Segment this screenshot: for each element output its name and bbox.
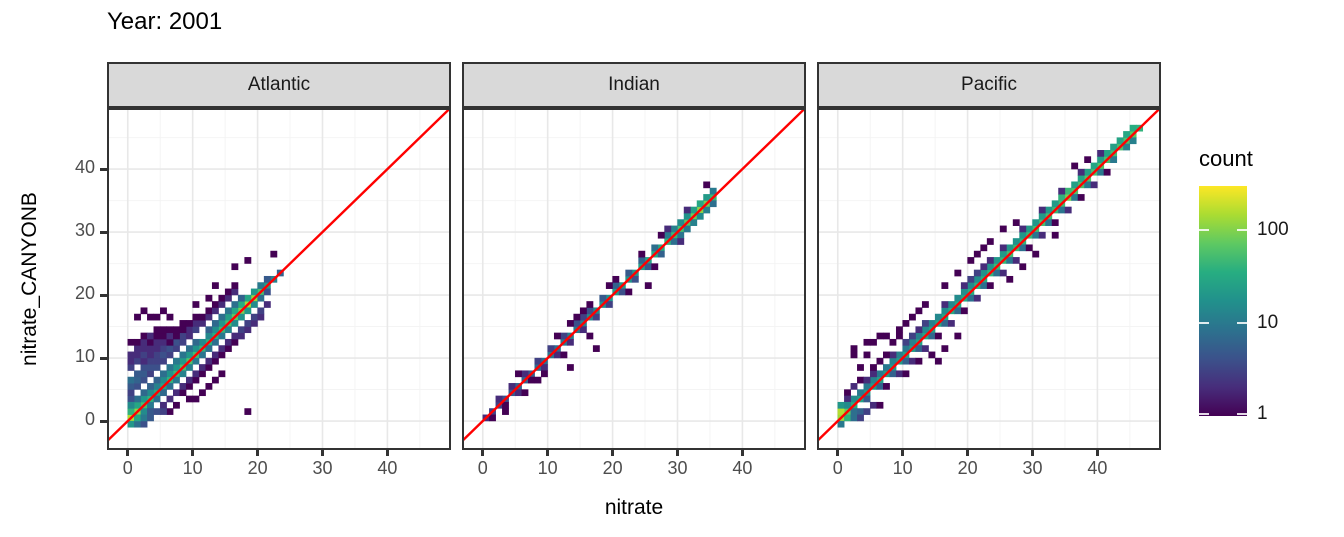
x-tick-label: 30 <box>667 458 688 478</box>
x-tick-mark <box>126 450 130 456</box>
x-tick-mark <box>320 450 324 456</box>
panel-canvas-atlantic <box>107 108 451 450</box>
panel-border <box>817 108 1161 450</box>
y-tick-mark <box>100 419 107 423</box>
facet-strip-label-indian: Indian <box>608 74 660 95</box>
y-axis-title: nitrate_CANYONB <box>18 192 41 366</box>
legend-colorbar <box>1199 186 1247 416</box>
x-tick-label: 10 <box>537 458 558 478</box>
x-tick-mark <box>740 450 744 456</box>
identity-line <box>107 108 451 443</box>
y-tick-label: 30 <box>74 220 95 241</box>
y-tick-mark <box>100 230 107 234</box>
x-tick-mark <box>385 450 389 456</box>
x-tick-label: 0 <box>832 458 843 478</box>
x-tick-label: 10 <box>892 458 913 478</box>
facet-strip-pacific: Pacific <box>817 62 1161 108</box>
x-tick-label: 20 <box>957 458 978 478</box>
x-tick-label: 20 <box>602 458 623 478</box>
x-tick-mark <box>966 450 970 456</box>
y-tick-mark <box>100 167 107 171</box>
legend-tick-mark <box>1237 413 1247 415</box>
x-tick-mark <box>611 450 615 456</box>
x-tick-mark <box>256 450 260 456</box>
panel-border <box>462 108 806 450</box>
identity-line <box>817 108 1161 443</box>
legend-title: count <box>1199 146 1253 171</box>
facet-panel-atlantic <box>107 108 451 450</box>
panel-canvas-indian <box>462 108 806 450</box>
legend-tick-mark <box>1237 322 1247 325</box>
panel-border <box>107 108 451 450</box>
x-tick-label: 40 <box>732 458 753 478</box>
x-tick-label: 40 <box>377 458 398 478</box>
y-tick-label: 0 <box>84 409 95 430</box>
y-tick-label: 40 <box>74 157 95 178</box>
x-tick-label: 30 <box>1022 458 1043 478</box>
count-bins <box>837 124 1144 428</box>
facet-panel-indian <box>462 108 806 450</box>
x-tick-mark <box>675 450 679 456</box>
grid-minor <box>462 108 806 450</box>
x-tick-mark <box>1030 450 1034 456</box>
legend-tick-label: 10 <box>1257 312 1279 334</box>
plot-title: Year: 2001 <box>107 8 223 35</box>
legend-tick-mark <box>1199 229 1209 232</box>
x-tick-label: 40 <box>1087 458 1108 478</box>
y-tick-mark <box>100 293 107 297</box>
x-tick-mark <box>481 450 485 456</box>
legend-tick-mark <box>1199 413 1209 415</box>
x-tick-mark <box>901 450 905 456</box>
y-tick-mark <box>100 356 107 360</box>
x-tick-mark <box>546 450 550 456</box>
x-tick-label: 10 <box>182 458 203 478</box>
x-tick-mark <box>1095 450 1099 456</box>
x-axis-title: nitrate <box>604 496 664 519</box>
grid-minor <box>107 108 451 450</box>
facet-strip-indian: Indian <box>462 62 806 108</box>
legend-tick-mark <box>1199 322 1209 325</box>
x-tick-label: 20 <box>247 458 268 478</box>
x-tick-label: 0 <box>477 458 488 478</box>
legend-tick-label: 1 <box>1257 403 1268 424</box>
x-tick-label: 0 <box>122 458 133 478</box>
y-tick-label: 10 <box>74 346 95 367</box>
facet-panel-pacific <box>817 108 1161 450</box>
facet-strip-label-pacific: Pacific <box>961 74 1017 95</box>
x-tick-mark <box>191 450 195 456</box>
facet-strip-atlantic: Atlantic <box>107 62 451 108</box>
panel-canvas-pacific <box>817 108 1161 450</box>
legend-tick-label: 100 <box>1257 219 1289 241</box>
identity-line <box>462 108 806 443</box>
x-tick-label: 30 <box>312 458 333 478</box>
legend-tick-mark <box>1237 229 1247 232</box>
x-tick-mark <box>836 450 840 456</box>
y-tick-label: 20 <box>74 283 95 304</box>
facet-strip-label-atlantic: Atlantic <box>247 74 311 95</box>
